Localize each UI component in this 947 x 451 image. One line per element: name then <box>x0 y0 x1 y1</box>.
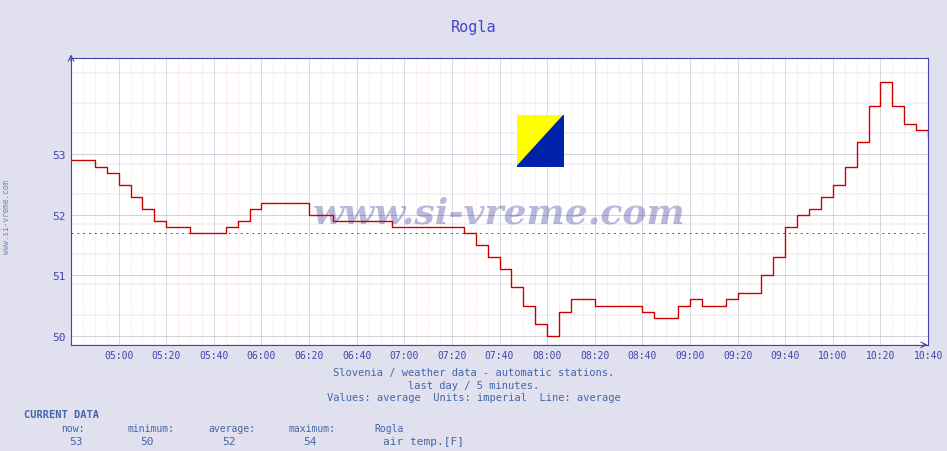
Polygon shape <box>517 116 563 167</box>
Text: Rogla: Rogla <box>374 423 403 433</box>
Text: CURRENT DATA: CURRENT DATA <box>24 410 98 419</box>
Text: Values: average  Units: imperial  Line: average: Values: average Units: imperial Line: av… <box>327 392 620 402</box>
Text: Slovenia / weather data - automatic stations.: Slovenia / weather data - automatic stat… <box>333 368 614 377</box>
Text: 53: 53 <box>69 436 82 446</box>
Text: maximum:: maximum: <box>289 423 336 433</box>
Text: minimum:: minimum: <box>128 423 175 433</box>
Text: www.si-vreme.com: www.si-vreme.com <box>2 179 11 253</box>
Text: 54: 54 <box>303 436 316 446</box>
Text: now:: now: <box>62 423 85 433</box>
Polygon shape <box>517 116 563 167</box>
Text: 52: 52 <box>223 436 236 446</box>
Text: www.si-vreme.com: www.si-vreme.com <box>313 196 686 230</box>
Text: Rogla: Rogla <box>451 20 496 35</box>
Text: last day / 5 minutes.: last day / 5 minutes. <box>408 380 539 390</box>
Text: 50: 50 <box>140 436 153 446</box>
Text: average:: average: <box>208 423 256 433</box>
Polygon shape <box>517 116 563 167</box>
Text: air temp.[F]: air temp.[F] <box>383 436 464 446</box>
